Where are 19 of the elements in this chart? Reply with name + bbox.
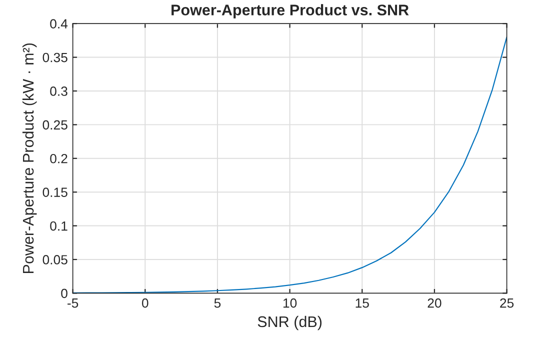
x-tick-label: 0 bbox=[142, 298, 148, 308]
x-axis-title: SNR (dB) bbox=[258, 316, 322, 330]
y-tick-label: 0.1 bbox=[50, 221, 68, 231]
y-tick-label: 0.15 bbox=[42, 188, 68, 197]
y-tick-label: 0.35 bbox=[42, 52, 68, 62]
x-tick-label: -5 bbox=[68, 298, 78, 308]
x-tick-label: 25 bbox=[500, 298, 514, 308]
x-tick-label: 15 bbox=[356, 298, 369, 308]
y-tick-label: 0.05 bbox=[42, 255, 68, 264]
x-tick-label: 20 bbox=[428, 298, 442, 308]
x-tick-label: 5 bbox=[214, 298, 221, 308]
y-tick-label: 0.25 bbox=[42, 120, 68, 130]
chart-title: Power-Aperture Product vs. SNR bbox=[172, 4, 409, 18]
y-tick-label: 0 bbox=[61, 288, 68, 298]
y-tick-label: 0.4 bbox=[50, 19, 68, 28]
y-tick-label: 0.3 bbox=[50, 86, 68, 96]
y-axis-title: Power-Aperture Product (kW · m²) bbox=[22, 43, 37, 274]
y-tick-label: 0.2 bbox=[50, 154, 68, 164]
x-tick-label: 10 bbox=[283, 298, 297, 308]
